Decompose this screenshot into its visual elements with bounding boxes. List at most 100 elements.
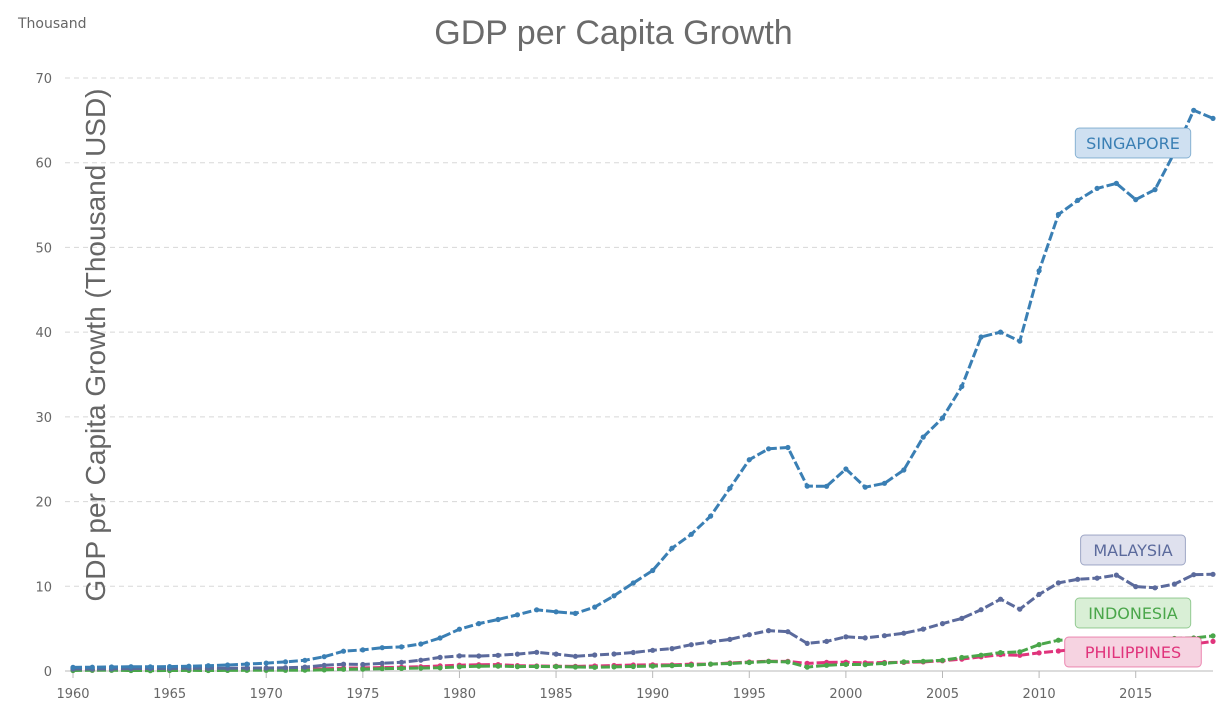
data-point-malaysia: [360, 661, 366, 668]
data-point-singapore: [109, 664, 115, 670]
data-point-singapore: [244, 661, 250, 667]
x-tick-label: 1990: [636, 687, 669, 702]
data-point-indonesia: [1036, 642, 1042, 648]
data-point-malaysia: [572, 653, 579, 659]
data-point-singapore: [630, 580, 636, 586]
data-point-malaysia: [939, 621, 946, 627]
data-point-indonesia: [1055, 637, 1061, 643]
data-point-singapore: [70, 664, 76, 671]
data-point-philippines: [1210, 638, 1216, 645]
y-unit-label: Thousand: [18, 16, 87, 32]
data-point-malaysia: [282, 665, 289, 671]
x-tick-label: 2010: [1023, 687, 1056, 702]
data-point-singapore: [881, 480, 888, 486]
x-tick-label: 1970: [250, 687, 283, 702]
data-point-singapore: [746, 457, 752, 463]
data-point-malaysia: [843, 634, 849, 640]
data-point-malaysia: [920, 626, 926, 632]
data-point-singapore: [727, 485, 733, 491]
data-point-singapore: [766, 446, 772, 452]
data-point-singapore: [456, 626, 462, 632]
data-point-malaysia: [959, 615, 965, 622]
data-point-malaysia: [340, 661, 347, 667]
data-point-indonesia: [592, 664, 598, 670]
series-label-philippines: PHILIPPINES: [1085, 643, 1181, 662]
data-point-indonesia: [340, 666, 347, 672]
data-point-malaysia: [1017, 606, 1023, 612]
y-tick-label: 40: [35, 326, 52, 341]
x-tick-label: 1980: [443, 687, 476, 702]
data-point-singapore: [592, 604, 598, 610]
data-point-malaysia: [630, 649, 636, 656]
data-point-singapore: [1075, 197, 1081, 203]
data-point-singapore: [321, 654, 327, 660]
data-point-singapore: [843, 466, 849, 472]
data-point-indonesia: [379, 666, 385, 672]
x-tick-label: 2015: [1119, 687, 1152, 702]
data-point-malaysia: [978, 607, 984, 613]
data-point-singapore: [650, 567, 656, 574]
data-point-indonesia: [360, 666, 366, 672]
series-label-box-malaysia: [1080, 534, 1186, 566]
y-tick-label: 10: [35, 580, 52, 595]
x-tick-label: 1975: [346, 687, 379, 702]
y-tick-label: 70: [35, 72, 52, 87]
series-label-singapore: SINGAPORE: [1086, 134, 1180, 153]
data-point-indonesia: [611, 664, 617, 670]
data-point-singapore: [785, 444, 791, 451]
y-tick-label: 20: [35, 496, 52, 511]
data-point-singapore: [804, 483, 810, 489]
data-point-malaysia: [688, 642, 694, 648]
data-point-malaysia: [553, 651, 559, 657]
data-point-singapore: [669, 545, 675, 551]
data-point-malaysia: [263, 665, 269, 671]
data-point-singapore: [553, 609, 559, 615]
data-point-singapore: [1055, 211, 1061, 218]
data-point-indonesia: [920, 658, 926, 664]
data-point-singapore: [437, 635, 443, 641]
data-point-singapore: [263, 660, 269, 666]
data-point-singapore: [225, 662, 231, 668]
data-point-philippines: [1036, 650, 1042, 656]
data-point-malaysia: [1113, 572, 1119, 578]
data-point-singapore: [534, 607, 540, 613]
series-line-singapore: [72, 108, 1214, 669]
data-point-malaysia: [1133, 584, 1139, 590]
data-point-singapore: [959, 383, 965, 390]
data-point-malaysia: [534, 649, 540, 655]
x-tick-label: 2005: [926, 687, 959, 702]
data-point-indonesia: [572, 664, 579, 670]
data-point-indonesia: [418, 665, 424, 671]
data-point-malaysia: [804, 640, 810, 647]
data-point-indonesia: [553, 664, 559, 670]
data-point-indonesia: [939, 657, 946, 663]
x-tick-label: 1965: [153, 687, 186, 702]
data-point-singapore: [1094, 185, 1100, 191]
data-point-singapore: [514, 612, 521, 618]
y-axis-title: GDP per Capita Growth (Thousand USD): [80, 88, 111, 602]
series-label-malaysia: MALAYSIA: [1093, 541, 1172, 560]
data-point-singapore: [978, 334, 984, 340]
data-point-malaysia: [302, 664, 308, 670]
data-point-singapore: [688, 531, 694, 537]
series-line-malaysia: [73, 572, 1214, 671]
data-point-malaysia: [1094, 575, 1100, 581]
x-tick-label: 2000: [829, 687, 862, 702]
data-point-malaysia: [669, 646, 675, 652]
data-point-malaysia: [244, 665, 250, 671]
data-point-singapore: [862, 484, 868, 490]
data-point-malaysia: [708, 639, 714, 645]
data-point-indonesia: [746, 659, 752, 666]
data-point-singapore: [920, 434, 926, 440]
data-point-indonesia: [534, 663, 540, 670]
data-point-malaysia: [495, 652, 501, 658]
data-point-indonesia: [437, 665, 443, 671]
data-point-malaysia: [727, 636, 733, 643]
data-point-indonesia: [997, 650, 1004, 656]
data-point-malaysia: [592, 652, 598, 658]
data-point-indonesia: [881, 660, 888, 667]
data-point-indonesia: [688, 662, 694, 668]
data-point-indonesia: [785, 659, 791, 665]
data-point-indonesia: [1210, 633, 1216, 639]
